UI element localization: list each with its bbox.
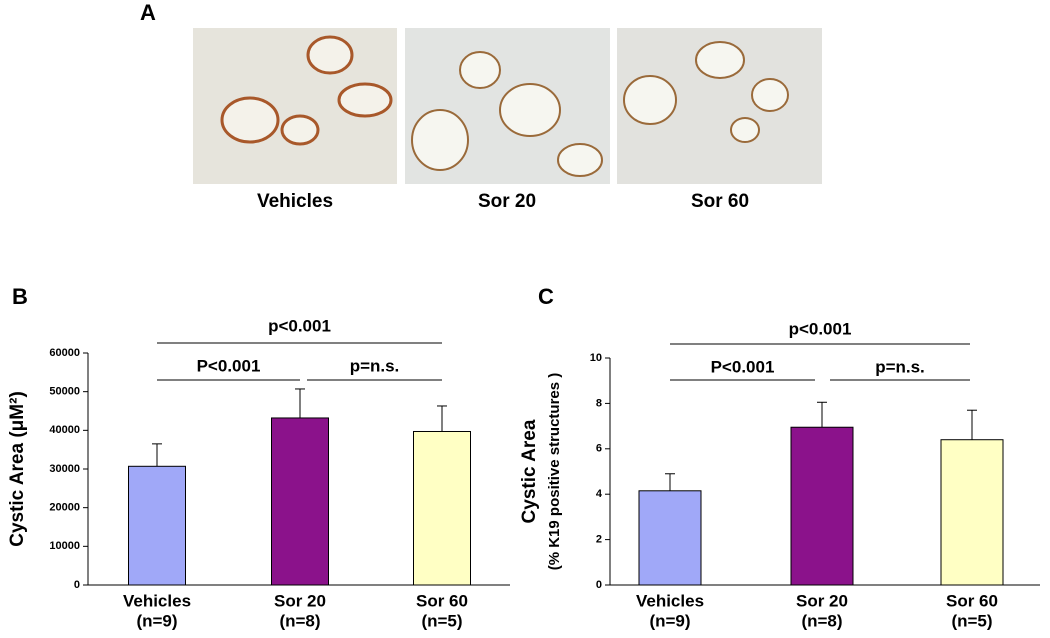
bar <box>790 426 854 586</box>
x-tick-sublabel: (n=9) <box>136 611 177 630</box>
y-tick-label: 50000 <box>49 386 80 398</box>
x-tick-label: Sor 20 <box>796 591 848 610</box>
significance-label: P<0.001 <box>197 356 261 375</box>
micrograph <box>617 28 822 184</box>
bar <box>940 439 1004 586</box>
bar <box>638 490 702 586</box>
bar <box>271 417 329 586</box>
y-tick-label: 0 <box>74 579 80 591</box>
image-caption: Vehicles <box>257 191 333 212</box>
micrograph <box>193 28 397 184</box>
y-tick-label: 20000 <box>49 502 80 514</box>
y-tick-label: 60000 <box>49 347 80 359</box>
y-tick-label: 30000 <box>49 463 80 475</box>
x-tick-label: Sor 60 <box>946 591 998 610</box>
image-caption: Sor 60 <box>691 191 749 212</box>
x-tick-sublabel: (n=9) <box>649 611 690 630</box>
significance-label: p<0.001 <box>268 316 331 335</box>
significance-label: p<0.001 <box>789 319 852 338</box>
x-tick-sublabel: (n=5) <box>421 611 462 630</box>
micrograph <box>405 28 610 184</box>
y-axis-label: Cystic Area (μM²) <box>7 391 28 547</box>
x-tick-label: Vehicles <box>123 591 191 610</box>
y-tick-label: 10000 <box>49 540 80 552</box>
y-tick-label: 8 <box>596 397 602 409</box>
panel-label: B <box>12 284 28 309</box>
y-axis-label: (% K19 positive structures ) <box>546 373 563 571</box>
x-tick-label: Sor 60 <box>416 591 468 610</box>
panel-label: A <box>140 0 156 25</box>
x-tick-sublabel: (n=8) <box>801 611 842 630</box>
y-tick-label: 4 <box>596 488 603 500</box>
significance-label: P<0.001 <box>711 357 775 376</box>
panel-label: C <box>538 284 554 309</box>
bar <box>413 430 471 586</box>
y-tick-label: 10 <box>590 352 602 364</box>
y-tick-label: 0 <box>596 579 602 591</box>
y-tick-label: 2 <box>596 534 602 546</box>
significance-label: p=n.s. <box>350 356 400 375</box>
x-tick-sublabel: (n=5) <box>951 611 992 630</box>
image-caption: Sor 20 <box>478 191 536 212</box>
y-tick-label: 40000 <box>49 424 80 436</box>
x-tick-label: Sor 20 <box>274 591 326 610</box>
y-tick-label: 6 <box>596 443 602 455</box>
x-tick-sublabel: (n=8) <box>279 611 320 630</box>
bar <box>128 465 186 586</box>
significance-label: p=n.s. <box>875 357 925 376</box>
x-tick-label: Vehicles <box>636 591 704 610</box>
y-axis-label: Cystic Area <box>519 419 540 523</box>
